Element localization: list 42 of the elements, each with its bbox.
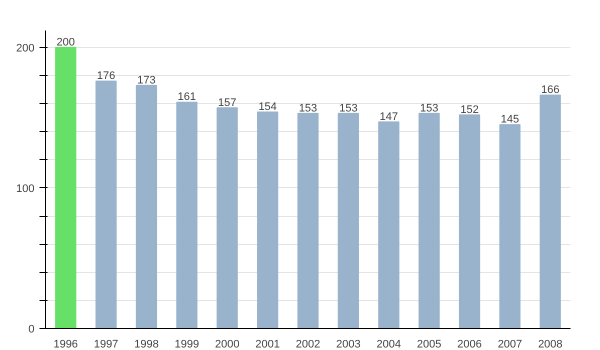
bar [176, 102, 198, 328]
data-label: 161 [178, 91, 196, 104]
x-tick-label: 2007 [498, 338, 522, 350]
data-label: 152 [460, 104, 479, 116]
data-label: 154 [258, 101, 277, 114]
bar [338, 112, 359, 328]
x-tick-label: 2004 [376, 338, 402, 350]
data-label: 173 [137, 74, 156, 86]
bar [55, 46, 76, 328]
bar [216, 107, 238, 328]
x-tick-label: 2000 [214, 338, 240, 350]
y-tick-label: 0 [28, 324, 35, 336]
data-label: 157 [218, 96, 236, 109]
bar [297, 112, 319, 328]
data-label: 145 [500, 114, 520, 126]
data-label: 166 [541, 84, 560, 96]
x-tick-label: 1999 [174, 338, 200, 350]
x-tick-label: 2003 [336, 338, 361, 350]
x-tick-label: 2008 [538, 338, 563, 350]
data-label: 153 [420, 102, 438, 114]
x-tick-label: 1996 [53, 338, 78, 350]
data-label: 147 [380, 110, 398, 123]
x-tick-label: 2005 [416, 338, 442, 350]
y-tick-label: 200 [16, 42, 35, 54]
x-tick-label: 2006 [457, 338, 482, 350]
bar [458, 114, 480, 328]
data-label: 153 [298, 102, 318, 114]
data-label: 176 [96, 70, 116, 82]
x-tick-label: 2001 [255, 338, 280, 350]
bar [418, 112, 440, 328]
data-label: 200 [56, 36, 75, 48]
data-label: 153 [339, 102, 358, 114]
x-tick-label: 1998 [134, 338, 159, 350]
y-tick-label: 100 [16, 182, 35, 195]
bar [257, 112, 278, 328]
x-tick-label: 1997 [94, 338, 118, 350]
x-tick-label: 2002 [296, 338, 320, 350]
bar [540, 94, 561, 328]
bar [95, 80, 117, 328]
bar [378, 121, 400, 328]
bar [136, 84, 158, 328]
bar [499, 124, 521, 328]
